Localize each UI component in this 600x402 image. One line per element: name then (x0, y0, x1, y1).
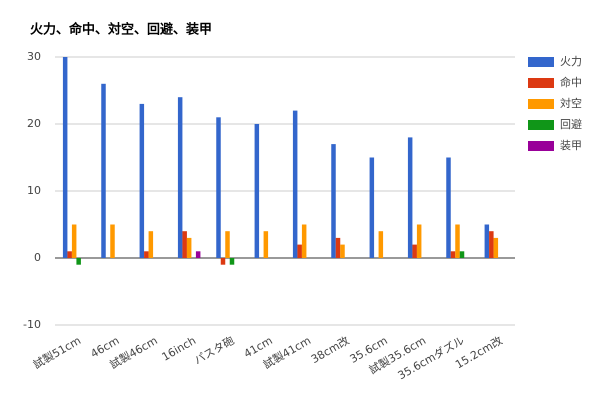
bar (493, 237, 499, 258)
legend-label: 命中 (560, 75, 582, 89)
legend-swatch (528, 141, 554, 151)
bar (220, 258, 226, 265)
legend-label: 火力 (560, 55, 582, 68)
bar (76, 258, 81, 265)
bar (378, 231, 384, 258)
legend-label: 装甲 (560, 139, 582, 152)
bar (459, 251, 465, 258)
y-tick-label: -10 (23, 318, 41, 331)
bar (331, 144, 336, 258)
bar (254, 124, 260, 258)
legend-swatch (528, 78, 554, 88)
y-tick-label: 20 (27, 117, 41, 130)
x-tick-label: 試製51cm (30, 333, 83, 372)
x-tick-label: 16inch (160, 334, 199, 364)
bar (407, 137, 413, 258)
bar (450, 251, 456, 258)
bar (369, 157, 375, 258)
legend-swatch (528, 120, 554, 130)
bar (489, 231, 494, 258)
bar (62, 57, 68, 258)
bar (182, 231, 187, 258)
bar (186, 237, 192, 258)
y-tick-label: 0 (34, 251, 41, 264)
bar (416, 224, 422, 258)
bar (229, 258, 235, 265)
bar (67, 251, 72, 258)
x-tick-label: 38cm改 (308, 333, 351, 366)
bar (412, 244, 417, 258)
bar (292, 110, 298, 258)
bar (110, 224, 115, 258)
bar (340, 244, 345, 258)
bar (297, 244, 302, 258)
bar (177, 97, 183, 258)
y-tick-label: 10 (27, 184, 41, 197)
bar (335, 237, 341, 258)
y-tick-label: 30 (27, 50, 41, 63)
bar (225, 231, 230, 258)
chart-title: 火力、命中、対空、回避、装甲 (30, 22, 212, 38)
legend-label: 回避 (560, 117, 582, 131)
bar (446, 157, 451, 258)
legend-swatch (528, 99, 554, 109)
legend-swatch (528, 57, 554, 67)
bar (144, 251, 149, 258)
bar (195, 251, 201, 258)
bar (263, 231, 269, 258)
bar (139, 103, 145, 259)
bar (148, 231, 154, 258)
bar (301, 224, 307, 258)
bar (216, 117, 221, 258)
bar (101, 83, 106, 258)
bar (484, 224, 490, 258)
x-tick-label: パスタ砲 (192, 334, 237, 367)
legend-label: 対空 (560, 96, 582, 110)
bar (455, 224, 460, 258)
bar (71, 224, 77, 258)
